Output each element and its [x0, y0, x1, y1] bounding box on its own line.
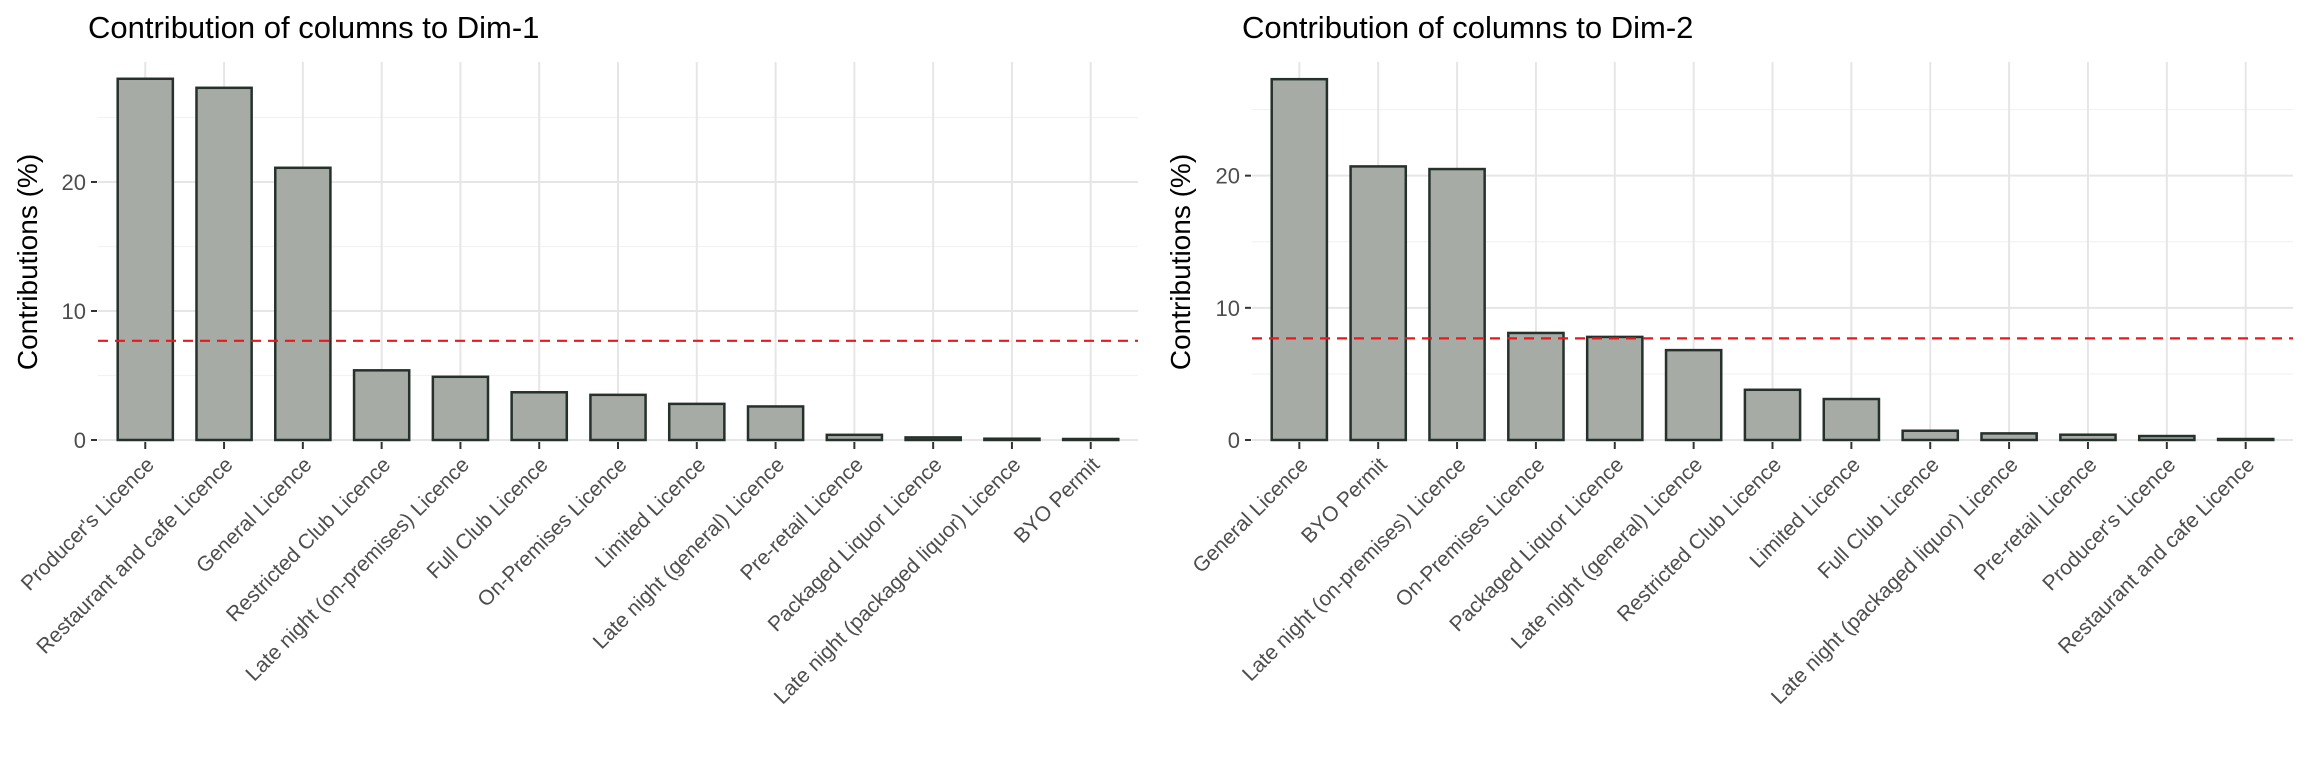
grid	[1252, 62, 2293, 441]
bar	[1822, 397, 1881, 442]
bar	[1428, 167, 1486, 442]
bar	[1980, 432, 2038, 442]
y-tick-label: 20	[62, 170, 86, 195]
bar	[1585, 335, 1644, 442]
bar	[2137, 434, 2196, 442]
bar	[746, 405, 805, 442]
y-tick-label: 0	[1228, 428, 1240, 453]
bar	[510, 391, 569, 442]
chart-title: Contribution of columns to Dim-1	[88, 10, 539, 45]
x-tick-label: Restricted Club Licence	[1613, 453, 1786, 626]
x-tick-label: General Licence	[1188, 453, 1312, 577]
bar	[1743, 388, 1802, 442]
bar	[1061, 437, 1120, 442]
x-tick-label: BYO Permit	[1010, 453, 1105, 548]
bar	[1901, 429, 1960, 442]
bar	[274, 166, 332, 442]
x-tick-label: Restricted Club Licence	[222, 453, 395, 626]
chart-title: Contribution of columns to Dim-2	[1242, 10, 1693, 45]
bar	[983, 437, 1041, 442]
bar	[1507, 331, 1565, 442]
bar	[116, 77, 175, 442]
bar	[825, 433, 884, 442]
y-tick-label: 0	[74, 428, 86, 453]
bar	[667, 402, 726, 442]
y-tick-label: 20	[1216, 164, 1240, 189]
bar	[1270, 77, 1329, 442]
bar	[2216, 437, 2275, 442]
x-tick-label: Producer's Licence	[17, 453, 159, 595]
grid	[98, 62, 1138, 441]
panel-dim-2: Contribution of columns to Dim-2 Contrib…	[1165, 10, 2293, 709]
bar	[1349, 165, 1408, 442]
y-tick-label: 10	[1216, 296, 1240, 321]
x-tick-label: On-Premises Licence	[473, 453, 631, 611]
bar	[352, 369, 411, 442]
panel-dim-1: Contribution of columns to Dim-1 Contrib…	[12, 10, 1138, 709]
bar	[1664, 348, 1723, 442]
bar	[431, 375, 490, 442]
y-axis-label: Contributions (%)	[1165, 154, 1196, 370]
bars	[1270, 77, 2275, 442]
x-tick-label: On-Premises Licence	[1391, 453, 1549, 611]
bar	[2059, 433, 2117, 442]
x-tick-label: Producer's Licence	[2038, 453, 2180, 595]
bar	[904, 436, 962, 442]
bar	[589, 393, 647, 442]
y-tick-label: 10	[62, 299, 86, 324]
bars	[116, 77, 1120, 442]
bar	[195, 86, 253, 442]
y-axis-label: Contributions (%)	[12, 154, 43, 370]
